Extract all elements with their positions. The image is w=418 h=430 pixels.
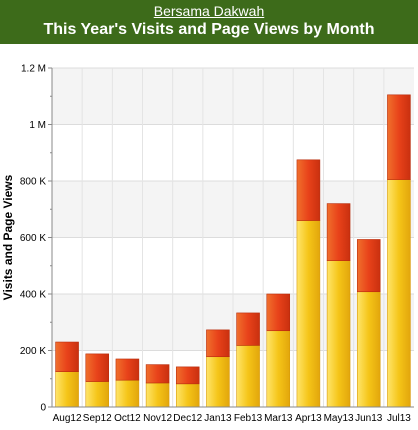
x-tick-label: Jul13	[387, 413, 411, 424]
x-tick-label: Dec12	[173, 413, 202, 424]
bar-visits	[85, 381, 110, 408]
bar-pageviews	[387, 94, 411, 180]
bar-visits	[55, 371, 79, 408]
bar-visits	[115, 379, 140, 408]
bar-visits	[387, 179, 411, 408]
chart-header: Bersama Dakwah This Year's Visits and Pa…	[0, 0, 418, 44]
x-tick-label: Jan13	[204, 413, 232, 424]
x-tick-label: Mar13	[264, 413, 293, 424]
bar-visits	[236, 345, 260, 408]
bar-visits	[266, 330, 291, 408]
bar-pageviews	[236, 312, 260, 346]
site-name-link[interactable]: Bersama Dakwah	[153, 3, 265, 19]
y-tick-label: 800 K	[20, 177, 46, 188]
bar-pageviews	[55, 341, 79, 372]
x-tick-label: Aug12	[53, 413, 82, 424]
bar-pageviews	[206, 329, 230, 358]
x-tick-label: Feb13	[234, 413, 263, 424]
bar-visits	[356, 291, 381, 408]
y-tick-label: 600 K	[20, 233, 46, 244]
chart-title: This Year's Visits and Page Views by Mon…	[43, 21, 375, 38]
y-tick-label: 0	[40, 403, 46, 414]
x-tick-label: May13	[324, 413, 354, 424]
x-tick-label: Nov12	[143, 413, 172, 424]
bar-chart: 0 200 K 400 K 600 K 800 K 1 M 1.2 M Aug12 Sep12…	[1, 64, 414, 424]
bar-visits	[296, 220, 321, 408]
bar-pageviews	[296, 159, 321, 221]
bar-pageviews	[266, 293, 291, 332]
bar-pageviews	[175, 366, 200, 385]
x-tick-label: Apr13	[295, 413, 322, 424]
bar-pageviews	[85, 353, 110, 382]
y-tick-label: 1.2 M	[21, 64, 46, 75]
y-axis-ticks: 0 200 K 400 K 600 K 800 K 1 M 1.2 M	[20, 64, 52, 414]
bar-visits	[145, 382, 170, 408]
y-tick-label: 200 K	[20, 346, 46, 357]
x-axis-labels: Aug12 Sep12 Oct12 Nov12 Dec12 Jan13 Feb13 Mar13…	[53, 413, 412, 424]
x-tick-label: Jun13	[355, 413, 383, 424]
y-axis-title: Visits and Page Views	[1, 174, 15, 300]
bars	[55, 94, 411, 408]
y-tick-label: 1 M	[29, 120, 46, 131]
bar-pageviews	[356, 239, 381, 293]
bar-visits	[175, 383, 200, 408]
bar-pageviews	[145, 364, 170, 384]
bar-pageviews	[115, 358, 140, 381]
bar-visits	[326, 260, 351, 408]
x-tick-label: Oct12	[114, 413, 141, 424]
bar-pageviews	[326, 203, 351, 261]
bar-visits	[206, 356, 230, 408]
x-tick-label: Sep12	[83, 413, 112, 424]
y-tick-label: 400 K	[20, 290, 46, 301]
